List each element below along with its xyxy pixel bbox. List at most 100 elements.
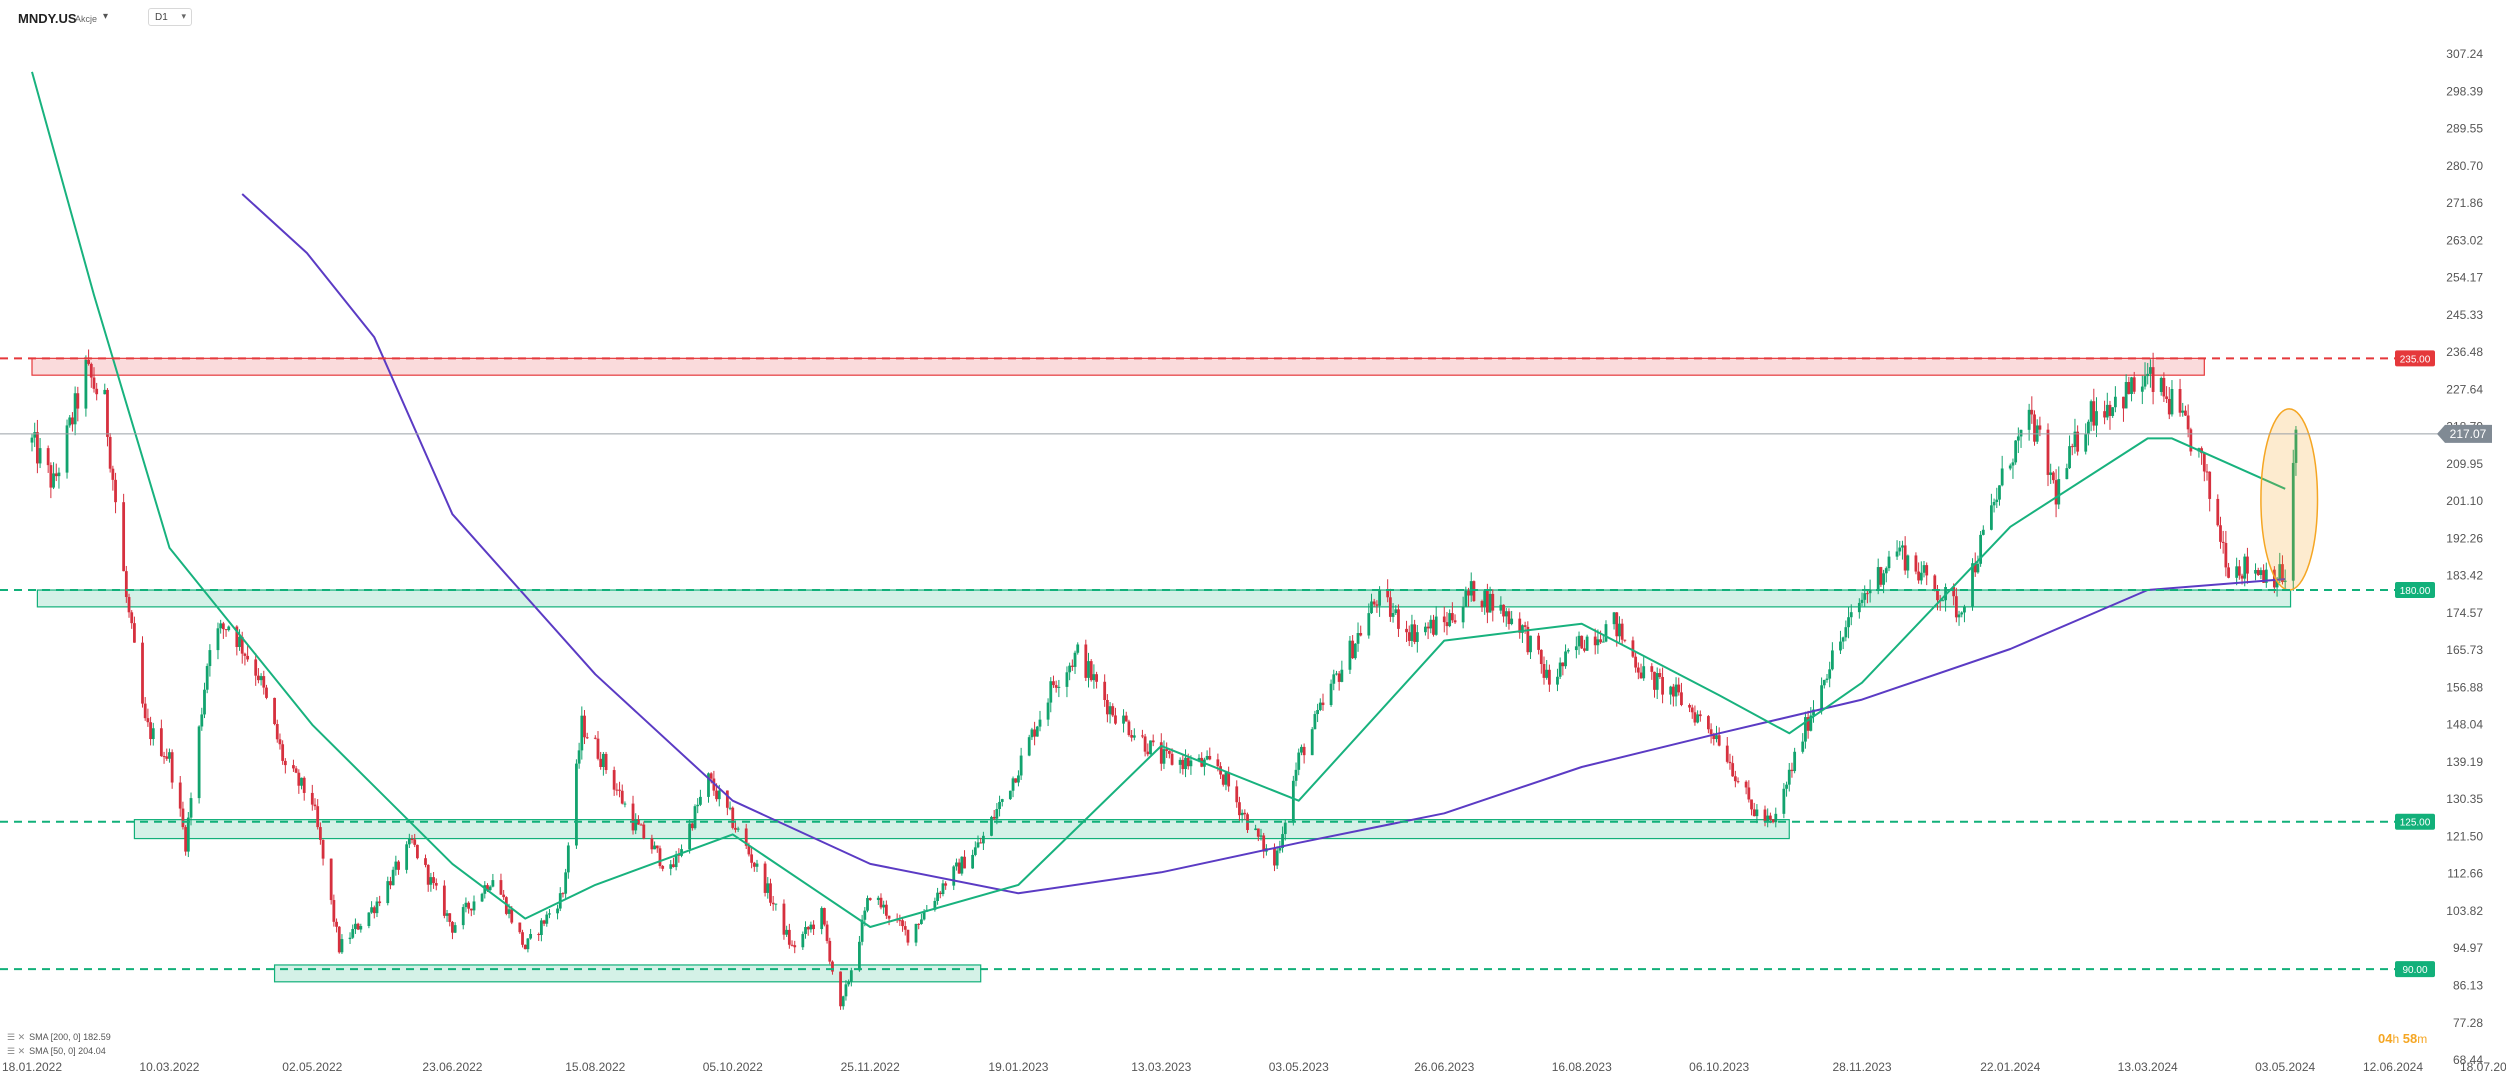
candle-body	[1863, 593, 1867, 600]
settings-close-icon[interactable]: ☰ ✕	[7, 1046, 26, 1056]
candle-body	[699, 796, 702, 805]
y-tick-label: 77.28	[2453, 1016, 2483, 1030]
candle-body	[332, 900, 336, 922]
candle-body	[507, 909, 511, 914]
candle	[1828, 661, 1832, 688]
candle-body	[1992, 501, 1996, 506]
settings-close-icon[interactable]: ☰ ✕	[7, 1032, 26, 1042]
candle	[731, 806, 735, 830]
candle	[2140, 375, 2144, 405]
candle	[205, 663, 209, 694]
symbol-label[interactable]: MNDY.US	[18, 11, 77, 26]
candle	[386, 876, 390, 906]
candle-body	[1429, 619, 1433, 629]
candle-body	[356, 923, 360, 930]
candle	[1677, 677, 1681, 696]
x-tick-label: 12.06.2024	[2363, 1060, 2423, 1074]
candle-body	[1146, 751, 1150, 755]
candle	[806, 925, 810, 936]
price-axis[interactable]: 307.24 298.39 289.55 280.70 271.86 263.02 254.…	[2437, 47, 2492, 1067]
candle-body	[469, 908, 473, 911]
candle	[1275, 846, 1279, 870]
candle	[2011, 458, 2015, 479]
symbol-dropdown-chevron-icon[interactable]: ▾	[103, 11, 109, 22]
candle	[1469, 572, 1473, 602]
candle	[491, 873, 495, 888]
candle-body	[637, 819, 640, 825]
candle	[1035, 725, 1039, 737]
candle	[2165, 386, 2168, 404]
candle	[1480, 599, 1484, 612]
candle-body	[278, 739, 282, 745]
candle	[1089, 659, 1093, 682]
candle	[583, 710, 586, 745]
candle-body	[1426, 626, 1430, 629]
candle	[1774, 807, 1778, 828]
candle-body	[2132, 377, 2136, 392]
asset-type-label: Akcje	[75, 14, 98, 24]
candle-body	[1914, 555, 1918, 572]
candle	[1030, 727, 1034, 741]
candle-body	[1558, 662, 1562, 677]
candle-body	[1499, 604, 1503, 611]
candle-body	[1405, 628, 1408, 633]
candle	[354, 918, 357, 934]
candle	[1995, 487, 1999, 509]
candle-body	[1957, 614, 1961, 618]
candle-body	[715, 790, 718, 800]
legend-sma-50[interactable]: ☰ ✕ SMA [50, 0] 204.04	[7, 1044, 111, 1058]
candle	[790, 940, 794, 947]
candle	[1027, 734, 1031, 757]
candle-body	[1227, 772, 1231, 787]
candle-body	[2202, 453, 2206, 472]
candle-body	[491, 880, 495, 887]
candle	[146, 708, 150, 727]
candle	[1752, 802, 1756, 817]
candle	[658, 845, 662, 869]
candle-body	[1917, 571, 1921, 581]
candle-body	[2113, 396, 2117, 408]
time-axis[interactable]: 18.01.2022 10.03.2022 02.05.2022 23.06.2022…	[2, 1060, 2506, 1074]
candle-body	[1329, 683, 1333, 706]
candle-body	[1901, 545, 1904, 548]
candle	[1507, 608, 1511, 630]
candle	[391, 866, 395, 886]
interval-select[interactable]: D1 ▾	[148, 8, 192, 26]
candle-body	[124, 571, 128, 598]
candle-body	[941, 883, 945, 895]
candle	[1294, 762, 1298, 787]
candle	[1008, 790, 1012, 801]
candle-body	[467, 902, 471, 909]
candle	[416, 844, 419, 860]
legend-sma-200[interactable]: ☰ ✕ SMA [200, 0] 182.59	[7, 1030, 111, 1044]
candle-body	[1631, 640, 1635, 657]
candle-body	[1601, 641, 1605, 643]
candle-body	[1989, 505, 1993, 530]
candle-body	[1787, 769, 1791, 785]
candle	[998, 795, 1001, 817]
sma-200-line	[241, 193, 2286, 895]
candle	[2159, 376, 2163, 396]
candle	[914, 923, 918, 947]
candle	[1510, 610, 1514, 626]
candle	[1529, 635, 1532, 660]
candle	[451, 920, 454, 940]
candle	[1696, 710, 1700, 724]
candle-body	[1518, 618, 1522, 633]
x-tick-label: 03.05.2023	[1269, 1060, 1329, 1074]
candle-body	[386, 881, 390, 904]
candle-body	[321, 839, 325, 859]
candle-body	[1752, 809, 1756, 817]
candle-body	[486, 885, 489, 891]
candle-body	[76, 393, 80, 409]
candle	[1558, 657, 1562, 680]
candle-body	[133, 623, 136, 643]
candle	[822, 907, 826, 927]
candle-body	[631, 803, 635, 831]
candle	[76, 386, 80, 422]
candle-body	[1712, 734, 1716, 740]
level-label-125.00: 125.00	[2400, 818, 2431, 829]
candle-body	[445, 913, 449, 916]
candle	[2200, 446, 2204, 465]
